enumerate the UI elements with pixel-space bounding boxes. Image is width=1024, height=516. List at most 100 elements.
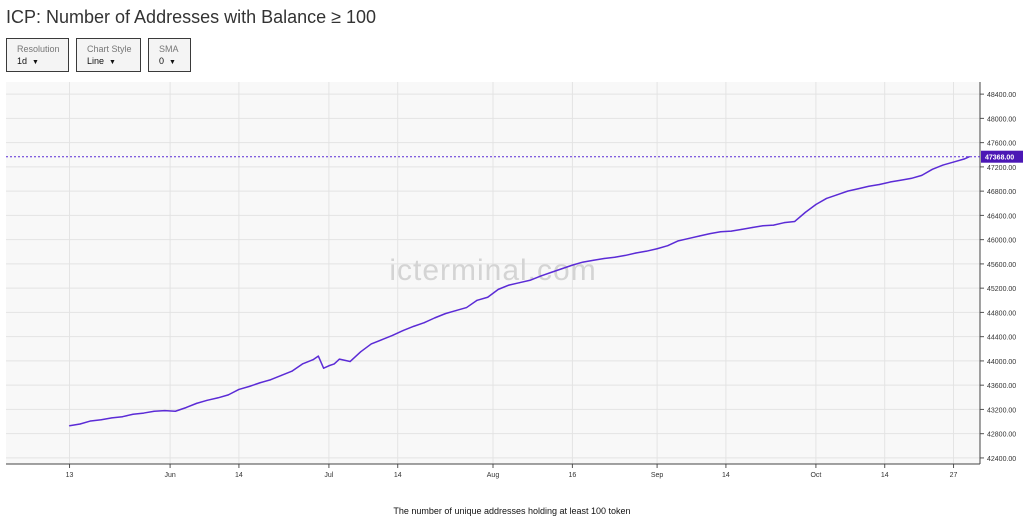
y-tick-label: 47200.00 bbox=[987, 165, 1016, 172]
data-point bbox=[164, 410, 166, 412]
data-point bbox=[921, 174, 923, 176]
data-point bbox=[434, 317, 436, 319]
data-point bbox=[323, 367, 325, 369]
data-point bbox=[561, 268, 563, 270]
y-tick-label: 42400.00 bbox=[987, 456, 1016, 463]
y-tick-label: 48400.00 bbox=[987, 92, 1016, 99]
data-point bbox=[132, 413, 134, 415]
data-point bbox=[291, 370, 293, 372]
x-tick-label: Jun bbox=[164, 472, 175, 479]
data-point bbox=[529, 279, 531, 281]
data-point bbox=[614, 256, 616, 258]
data-point bbox=[328, 365, 330, 367]
data-point bbox=[910, 177, 912, 180]
data-point bbox=[540, 275, 542, 277]
data-point bbox=[868, 185, 870, 187]
data-point bbox=[185, 407, 187, 409]
data-point bbox=[603, 257, 605, 260]
data-point bbox=[402, 330, 404, 332]
y-tick-label: 47600.00 bbox=[987, 141, 1016, 148]
caret-down-icon: ▼ bbox=[109, 59, 116, 66]
data-point bbox=[487, 296, 489, 298]
y-tick-label: 43200.00 bbox=[987, 407, 1016, 414]
data-point bbox=[497, 288, 499, 290]
data-point bbox=[381, 339, 383, 341]
data-point bbox=[698, 235, 701, 237]
chart-style-dropdown[interactable]: Chart Style Line ▼ bbox=[76, 38, 141, 72]
data-point bbox=[111, 417, 113, 419]
x-tick-label: Aug bbox=[487, 472, 500, 479]
data-point bbox=[762, 225, 764, 227]
data-point bbox=[624, 254, 626, 257]
data-point bbox=[751, 226, 753, 229]
x-tick-label: Jul bbox=[324, 472, 333, 479]
last-value-badge bbox=[981, 150, 1023, 163]
y-tick-label: 48000.00 bbox=[987, 116, 1016, 123]
caret-down-icon: ▼ bbox=[169, 59, 176, 66]
chart-style-label: Chart Style bbox=[87, 44, 132, 54]
line-chart[interactable]: 42400.00 42800.00 43200.00 43600.00 44000.00… bbox=[0, 80, 1024, 490]
data-point bbox=[317, 355, 319, 357]
last-value-label: 47368.00 bbox=[985, 155, 1014, 162]
data-point bbox=[195, 402, 198, 404]
data-point bbox=[90, 420, 92, 422]
data-point bbox=[412, 325, 415, 327]
data-point bbox=[238, 388, 240, 391]
sma-value: 0 bbox=[159, 56, 165, 66]
watermark: icterminal.com bbox=[389, 254, 596, 287]
data-point bbox=[582, 261, 584, 263]
data-point bbox=[667, 245, 669, 247]
data-point bbox=[100, 419, 102, 421]
data-point bbox=[121, 416, 124, 418]
data-point bbox=[465, 306, 468, 309]
data-point bbox=[571, 264, 574, 266]
sma-dropdown[interactable]: SMA 0 ▼ bbox=[148, 38, 191, 72]
data-point bbox=[825, 197, 828, 200]
data-point bbox=[333, 363, 335, 365]
data-point bbox=[899, 179, 902, 181]
data-point bbox=[68, 425, 71, 427]
data-point bbox=[815, 203, 817, 206]
data-point bbox=[889, 181, 891, 183]
chart-title: ICP: Number of Addresses with Balance ≥ … bbox=[6, 7, 377, 27]
data-point bbox=[804, 211, 806, 213]
data-point bbox=[206, 399, 208, 401]
data-point bbox=[656, 248, 658, 250]
y-tick-label: 44400.00 bbox=[987, 335, 1016, 342]
y-tick-label: 45600.00 bbox=[987, 262, 1016, 269]
data-point bbox=[270, 379, 272, 381]
data-point bbox=[349, 360, 351, 363]
data-point bbox=[217, 397, 219, 399]
data-point bbox=[360, 351, 362, 353]
data-point bbox=[709, 232, 711, 235]
data-point bbox=[794, 220, 796, 223]
data-point bbox=[423, 322, 425, 324]
data-point bbox=[338, 358, 341, 360]
data-point bbox=[476, 299, 478, 301]
data-point bbox=[783, 222, 785, 224]
caret-down-icon: ▼ bbox=[32, 59, 39, 66]
chart-controls: Resolution 1d ▼ Chart Style Line ▼ SMA 0 ▼ bbox=[6, 38, 191, 72]
data-point bbox=[143, 412, 145, 414]
x-tick-label: 14 bbox=[722, 472, 730, 479]
data-point bbox=[259, 382, 261, 384]
data-point bbox=[741, 228, 743, 230]
data-point bbox=[942, 164, 944, 166]
data-point bbox=[508, 284, 510, 286]
resolution-value: 1d bbox=[17, 56, 28, 66]
data-point bbox=[836, 194, 838, 196]
data-point bbox=[227, 394, 229, 396]
data-point bbox=[688, 237, 690, 240]
data-point bbox=[153, 410, 155, 412]
chart-area[interactable]: 42400.00 42800.00 43200.00 43600.00 44000.00… bbox=[0, 80, 1024, 490]
data-point bbox=[772, 224, 775, 226]
data-point bbox=[391, 334, 394, 337]
data-point bbox=[518, 282, 521, 284]
data-point bbox=[301, 363, 304, 365]
data-point bbox=[952, 161, 955, 163]
chart-footnote: The number of unique addresses holding a… bbox=[393, 506, 631, 516]
data-point bbox=[79, 423, 81, 425]
data-point bbox=[455, 309, 457, 312]
resolution-dropdown[interactable]: Resolution 1d ▼ bbox=[6, 38, 69, 72]
data-point bbox=[645, 250, 648, 252]
